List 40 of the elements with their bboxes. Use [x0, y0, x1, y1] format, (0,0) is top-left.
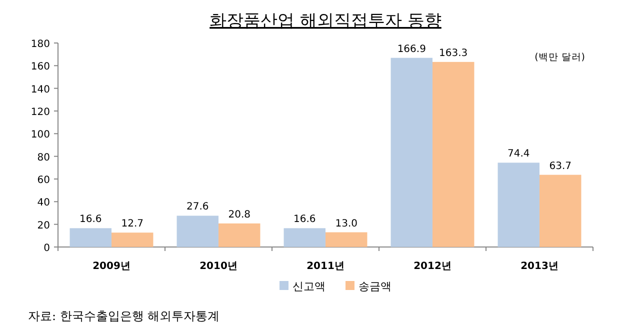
- bar: [112, 232, 154, 247]
- bar: [390, 58, 432, 247]
- data-label: 16.6: [80, 214, 102, 226]
- bar: [540, 174, 582, 247]
- data-label: 13.0: [335, 218, 358, 230]
- x-tick-label: 2009년: [92, 261, 130, 272]
- bar: [176, 216, 218, 247]
- data-label: 16.6: [294, 214, 316, 226]
- x-tick-label: 2012년: [414, 261, 452, 272]
- y-tick-label: 100: [30, 130, 50, 141]
- bar: [498, 162, 540, 247]
- chart-title: 화장품산업 해외직접투자 동향: [210, 11, 442, 31]
- y-tick-label: 140: [30, 84, 50, 96]
- data-label: 166.9: [397, 44, 426, 55]
- bar: [326, 232, 368, 247]
- data-label: 163.3: [439, 48, 468, 59]
- annotation: (백만 달러): [534, 52, 585, 63]
- legend-label: 신고액: [292, 280, 326, 293]
- bar: [70, 228, 112, 247]
- y-tick-label: 0: [44, 243, 50, 254]
- legend-label: 송금액: [358, 280, 392, 293]
- x-tick-label: 2011년: [306, 261, 344, 272]
- text: 자료: 한국수출입은행 해외투자통계: [28, 309, 220, 323]
- bar: [218, 223, 260, 247]
- bar: [284, 228, 326, 247]
- y-tick-label: 60: [37, 175, 50, 186]
- bar: [432, 62, 474, 247]
- y-tick-label: 80: [37, 152, 50, 164]
- x-tick-label: 2013년: [520, 261, 558, 272]
- data-label: 63.7: [549, 160, 572, 172]
- data-label: 74.4: [508, 148, 530, 160]
- data-label: 20.8: [228, 209, 250, 220]
- y-tick-label: 120: [30, 107, 50, 118]
- data-label: 27.6: [186, 202, 209, 213]
- y-tick-label: 160: [30, 62, 50, 73]
- y-tick-label: 20: [37, 220, 50, 232]
- y-tick-label: 40: [37, 198, 50, 209]
- y-tick-label: 180: [30, 39, 50, 50]
- data-label: 12.7: [121, 218, 144, 230]
- x-tick-label: 2010년: [200, 261, 238, 272]
